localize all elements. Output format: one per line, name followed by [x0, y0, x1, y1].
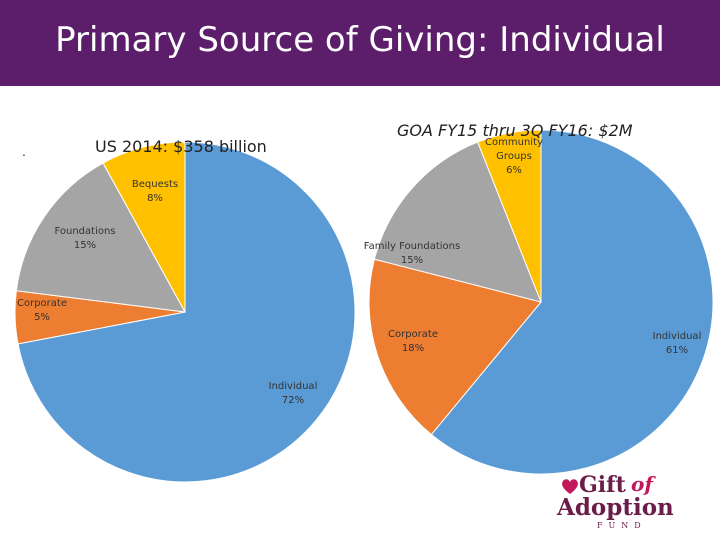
- page-title: Primary Source of Giving: Individual: [55, 20, 665, 60]
- stray-mark: .: [22, 143, 26, 159]
- data-label-bequests: Bequests 8%: [132, 179, 178, 204]
- title-banner: Primary Source of Giving: Individual: [0, 0, 720, 86]
- goa-chart-title: GOA FY15 thru 3Q FY16: $2M: [397, 121, 633, 140]
- goa-pie: Individual 61% Corporate 18% Family Foundati…: [364, 129, 714, 475]
- data-label-individual: Individual 61%: [653, 331, 702, 356]
- pie-slice-bequests: [102, 141, 186, 313]
- pie-slice-corporate: [368, 258, 542, 436]
- data-label-family-foundations: Family Foundations 15%: [364, 241, 460, 266]
- data-label-foundations: Foundations 15%: [54, 226, 115, 251]
- pie-slice-family-foundations: [373, 141, 542, 303]
- pie-slice-individual: [430, 129, 714, 475]
- pie-slice-community-groups: [477, 129, 542, 303]
- pie-slice-foundations: [15, 162, 186, 313]
- data-label-corporate: Corporate 5%: [17, 298, 67, 323]
- pie-slice-individual: [17, 141, 356, 483]
- data-label-community-groups: Community Groups 6%: [485, 137, 543, 176]
- data-label-corporate: Corporate 18%: [388, 329, 438, 354]
- logo-word-adoption: Adoption: [557, 494, 674, 521]
- gift-of-adoption-logo: Gift of Adoption FUND: [557, 472, 677, 534]
- logo-word-fund: FUND: [597, 521, 647, 530]
- us-2014-pie: Individual 72% Corporate 5% Foundations 15% Be…: [14, 141, 356, 483]
- heart-icon: [562, 479, 578, 494]
- logo-word-gift: Gift: [579, 472, 626, 498]
- data-label-individual: Individual 72%: [269, 381, 318, 406]
- logo-word-of: of: [631, 472, 653, 496]
- us-2014-chart-title: US 2014: $358 billion: [95, 137, 267, 156]
